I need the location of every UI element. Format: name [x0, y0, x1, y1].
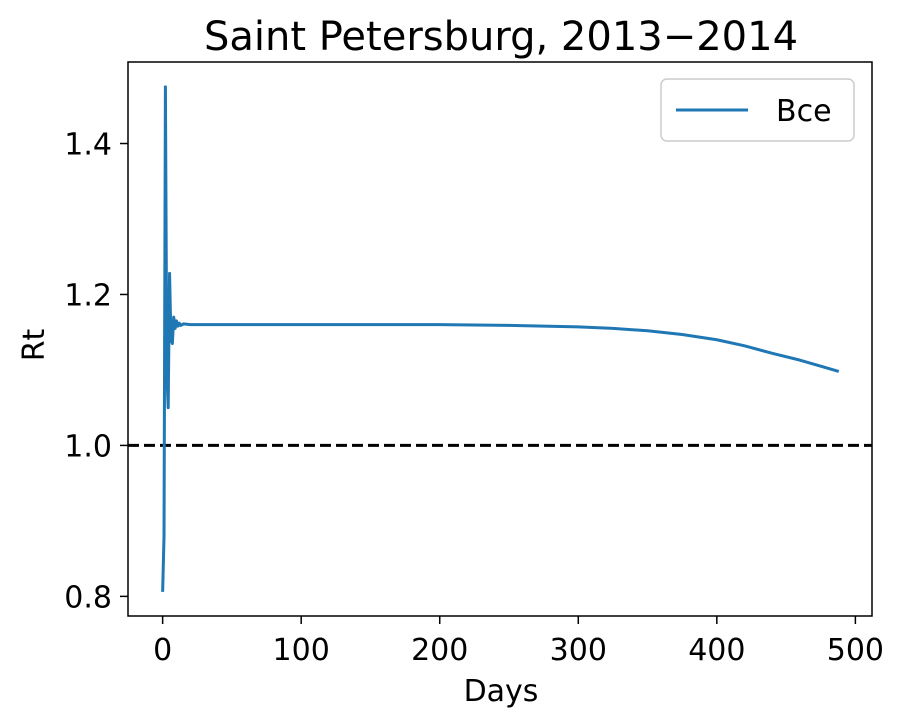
x-tick-label: 500: [827, 633, 884, 668]
y-tick-label: 0.8: [64, 580, 112, 615]
x-axis-ticks: 0 100 200 300 400 500: [153, 616, 884, 668]
chart-title: Saint Petersburg, 2013−2014: [204, 14, 798, 60]
y-axis-label: Rt: [17, 328, 52, 361]
y-axis-ticks: 0.8 1.0 1.2 1.4: [64, 128, 128, 615]
y-tick-label: 1.2: [64, 278, 112, 313]
x-tick-label: 400: [688, 633, 745, 668]
x-tick-label: 200: [411, 633, 468, 668]
x-tick-label: 0: [153, 633, 172, 668]
legend: Все: [660, 78, 855, 142]
y-tick-label: 1.0: [64, 429, 112, 464]
legend-box: [660, 78, 855, 142]
x-axis-label: Days: [464, 674, 539, 709]
x-tick-label: 100: [273, 633, 330, 668]
plot-frame: [127, 61, 873, 617]
legend-label: Все: [776, 94, 832, 129]
x-tick-label: 300: [550, 633, 607, 668]
plot-area: [127, 61, 873, 617]
series-line-0: [161, 85, 840, 592]
y-tick-label: 1.4: [64, 128, 112, 163]
